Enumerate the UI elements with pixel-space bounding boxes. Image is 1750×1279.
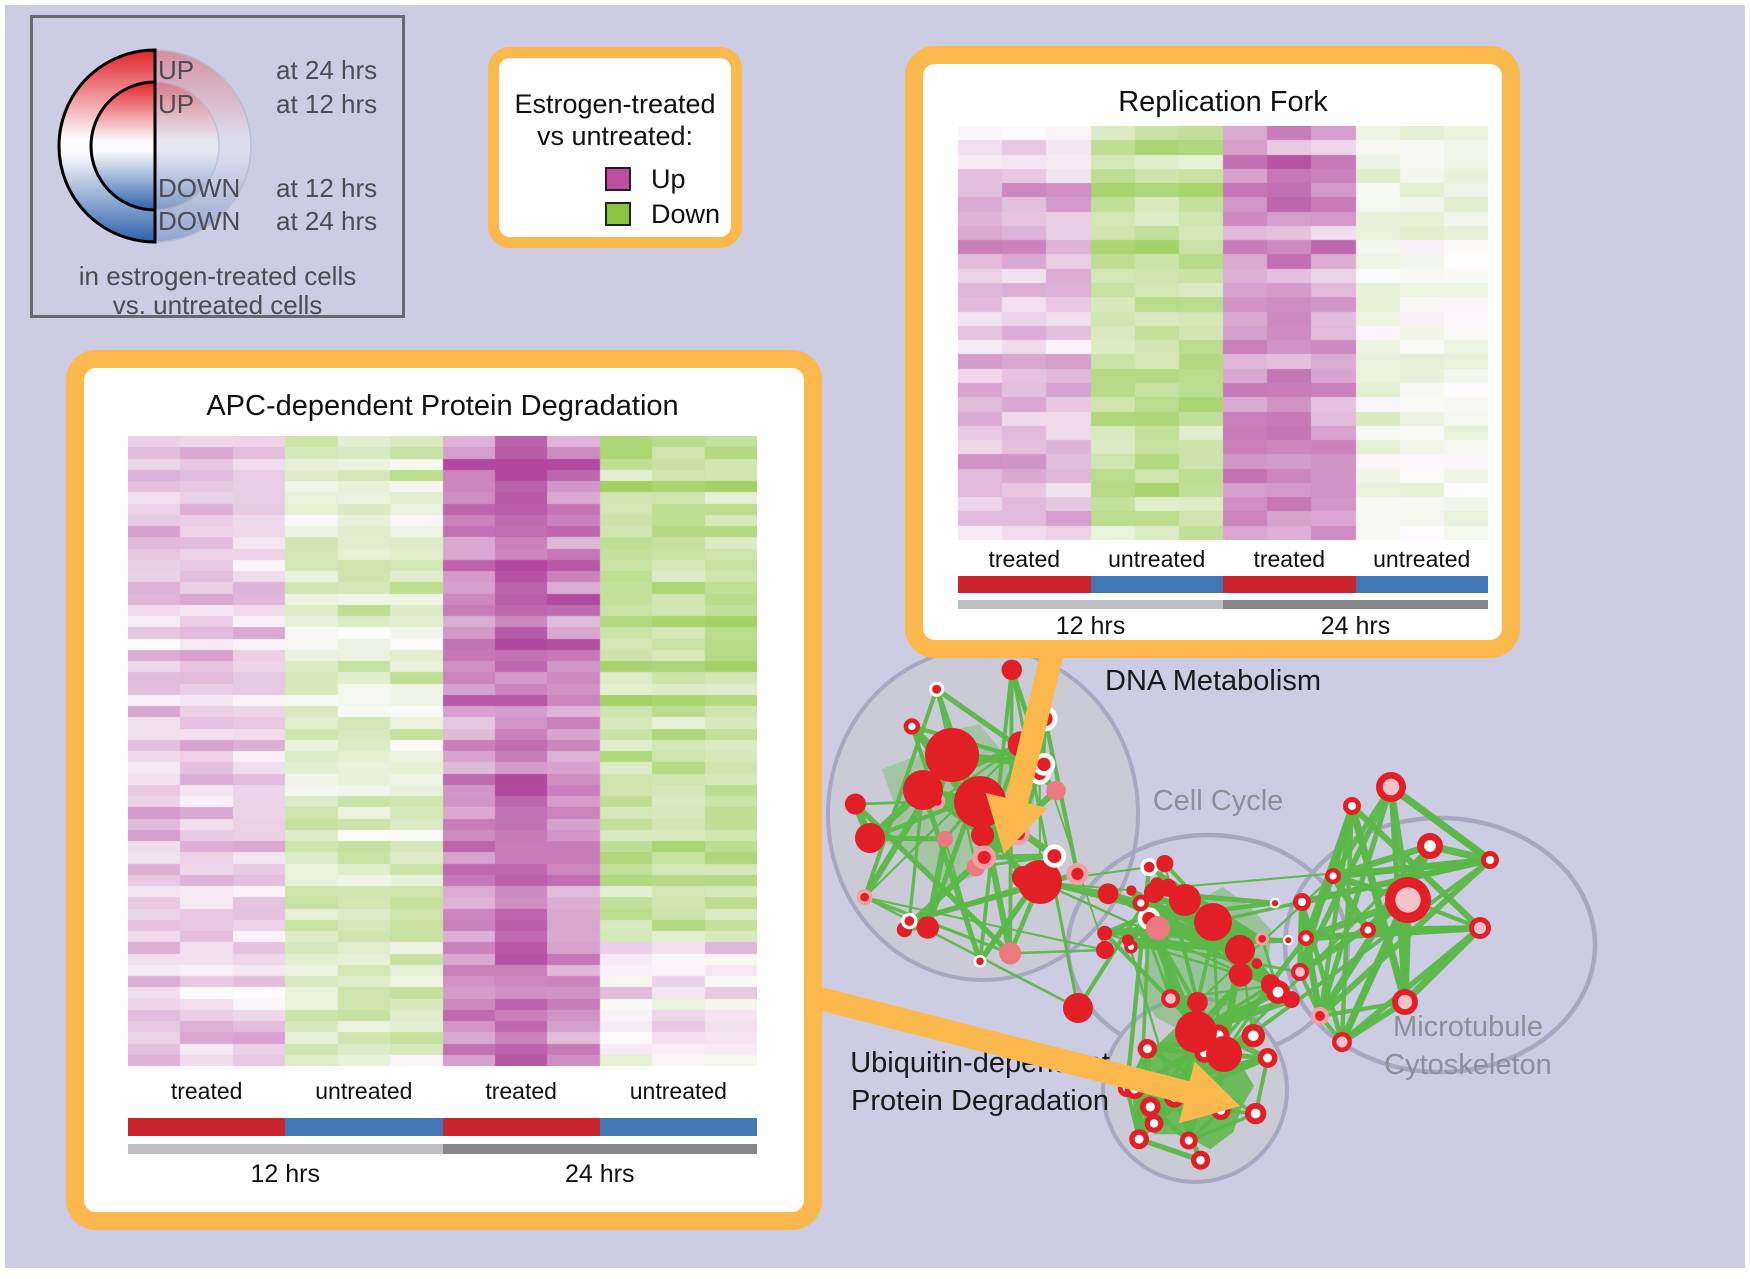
condition-labels: treated untreated treated untreated bbox=[958, 546, 1488, 573]
updown-legend: UP at 24 hrs UP at 12 hrs DOWN at 12 hrs DO… bbox=[30, 15, 405, 318]
condition-labels: treated untreated treated untreated bbox=[128, 1078, 757, 1105]
legend-row-down-24: DOWN at 24 hrs bbox=[158, 206, 377, 236]
condition-label: untreated bbox=[315, 1078, 413, 1104]
time-label: 12 hrs bbox=[250, 1160, 320, 1188]
color-legend: Estrogen-treated vs untreated: Up Down bbox=[488, 47, 742, 248]
time-label: at 12 hrs bbox=[276, 173, 378, 203]
time-label: at 24 hrs bbox=[276, 55, 378, 85]
cluster-label: Cytoskeleton bbox=[1384, 1049, 1552, 1081]
untreated-bar-segment bbox=[1090, 576, 1223, 593]
apc-heatmap bbox=[128, 436, 757, 1066]
up-label: Up bbox=[651, 164, 686, 194]
cluster-label: DNA Metabolism bbox=[1105, 665, 1321, 697]
color-legend-title-line1: Estrogen-treated bbox=[514, 89, 716, 119]
time-bar-segment-24 bbox=[442, 1144, 757, 1154]
time-bar-segment-12 bbox=[128, 1144, 443, 1154]
legend-row-down-12: DOWN at 12 hrs bbox=[158, 173, 377, 203]
untreated-bar-segment bbox=[1355, 576, 1488, 593]
legend-item-down: Down bbox=[605, 199, 735, 229]
updown-circle-diagram bbox=[57, 48, 252, 244]
legend-footer-line1: in estrogen-treated cells bbox=[78, 261, 357, 291]
time-bar bbox=[128, 1144, 757, 1154]
time-bar-segment-12 bbox=[958, 600, 1223, 609]
condition-label: treated bbox=[988, 546, 1061, 572]
untreated-bar-segment bbox=[599, 1118, 757, 1136]
cluster-label: Cell Cycle bbox=[1153, 785, 1284, 817]
time-label: at 12 hrs bbox=[276, 89, 378, 119]
apc-panel-title: APC-dependent Protein Degradation bbox=[206, 390, 679, 422]
time-bar-segment-24 bbox=[1223, 600, 1488, 609]
legend-row-up-24: UP at 24 hrs bbox=[158, 55, 377, 85]
treated-bar-segment bbox=[1223, 576, 1356, 593]
direction-label: UP bbox=[158, 89, 195, 119]
legend-item-up: Up bbox=[605, 164, 735, 194]
time-bar bbox=[958, 600, 1488, 609]
up-color-swatch bbox=[605, 167, 631, 191]
treated-bar-segment bbox=[128, 1118, 286, 1136]
direction-label: UP bbox=[158, 55, 195, 85]
rf-panel-title: Replication Fork bbox=[1118, 86, 1328, 118]
condition-label: untreated bbox=[1373, 546, 1471, 572]
treatment-color-bar bbox=[128, 1118, 757, 1136]
condition-label: treated bbox=[170, 1078, 243, 1104]
time-labels: 12 hrs 24 hrs bbox=[128, 1160, 757, 1189]
condition-label: treated bbox=[485, 1078, 557, 1104]
condition-label: untreated bbox=[629, 1078, 727, 1104]
treatment-color-bar bbox=[958, 576, 1488, 593]
time-label: 24 hrs bbox=[1320, 612, 1391, 640]
direction-label: DOWN bbox=[158, 173, 241, 203]
condition-label: treated bbox=[1253, 546, 1326, 572]
down-color-swatch bbox=[605, 202, 631, 226]
direction-label: DOWN bbox=[158, 206, 241, 236]
time-label: at 24 hrs bbox=[276, 206, 378, 236]
untreated-bar-segment bbox=[285, 1118, 443, 1136]
network-nodes bbox=[844, 659, 1499, 1170]
legend-footer-line2: vs. untreated cells bbox=[112, 290, 323, 320]
cluster-label: Protein Degradation bbox=[851, 1085, 1109, 1117]
legend-row-up-12: UP at 12 hrs bbox=[158, 89, 377, 119]
time-labels: 12 hrs 24 hrs bbox=[958, 612, 1488, 641]
rf-heatmap bbox=[958, 126, 1488, 540]
time-label: 12 hrs bbox=[1055, 612, 1126, 640]
condition-label: untreated bbox=[1108, 546, 1206, 572]
treated-bar-segment bbox=[442, 1118, 600, 1136]
updown-circles bbox=[57, 48, 252, 244]
treated-bar-segment bbox=[958, 576, 1091, 593]
color-legend-title-line2: vs untreated: bbox=[536, 121, 694, 151]
cluster-label: Microtubule bbox=[1393, 1011, 1543, 1043]
down-label: Down bbox=[651, 199, 721, 229]
time-label: 24 hrs bbox=[565, 1160, 635, 1188]
